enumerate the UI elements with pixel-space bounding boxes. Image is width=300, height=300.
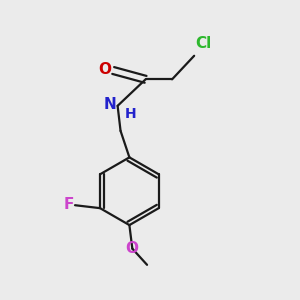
Text: N: N	[103, 97, 116, 112]
Text: Cl: Cl	[196, 36, 212, 51]
Text: F: F	[63, 197, 74, 212]
Text: O: O	[125, 241, 138, 256]
Text: O: O	[99, 61, 112, 76]
Text: H: H	[125, 107, 136, 121]
